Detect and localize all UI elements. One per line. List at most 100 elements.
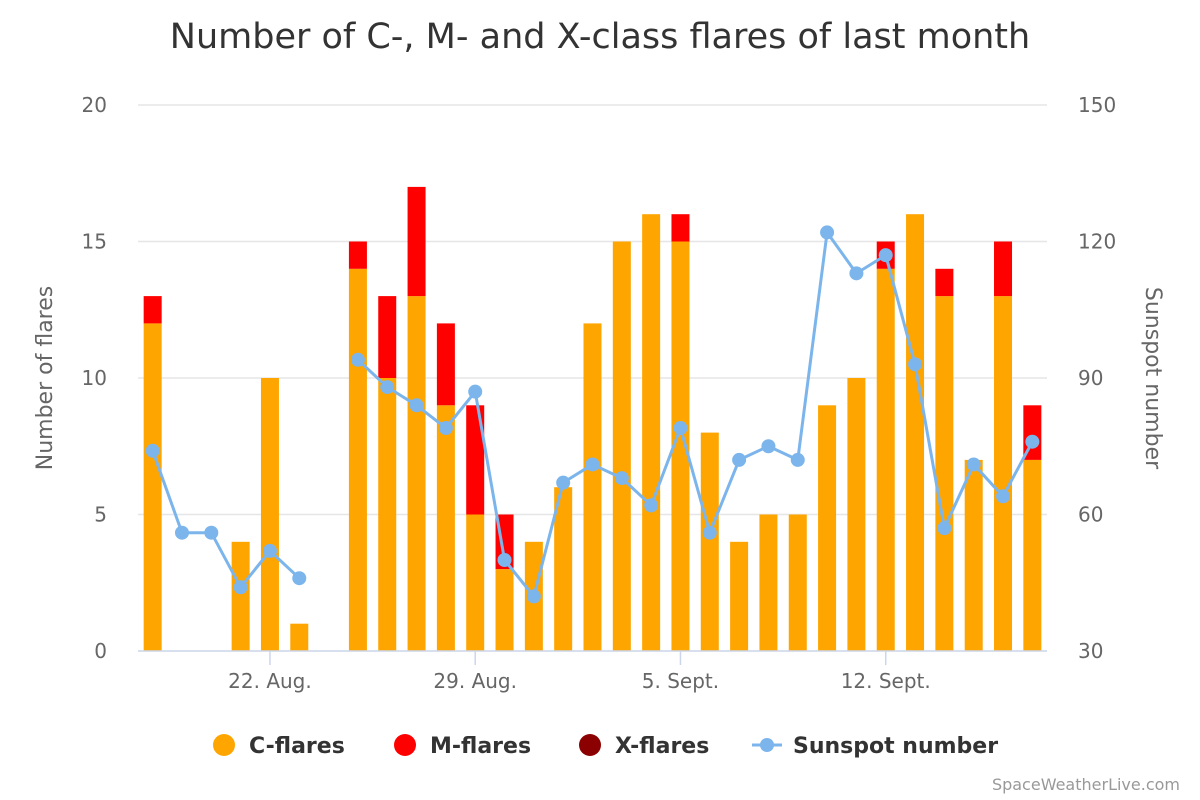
- bar-c-flares[interactable]: [466, 514, 485, 652]
- bar-c-flares[interactable]: [143, 323, 162, 651]
- sunspot-point[interactable]: [262, 543, 277, 558]
- right-tick-label: 60: [1078, 503, 1103, 527]
- bar-c-flares[interactable]: [260, 378, 279, 651]
- bar-c-flares[interactable]: [407, 296, 426, 651]
- bar-m-flares[interactable]: [348, 241, 367, 269]
- legend-marker-icon: [579, 734, 601, 756]
- sunspot-point[interactable]: [380, 380, 395, 395]
- bar-c-flares[interactable]: [935, 296, 954, 651]
- sunspot-point[interactable]: [438, 421, 453, 436]
- bar-m-flares[interactable]: [466, 405, 485, 515]
- bar-m-flares[interactable]: [378, 296, 397, 378]
- bar-series: [143, 186, 1042, 652]
- left-tick-label: 20: [82, 93, 107, 117]
- right-tick-label: 150: [1078, 93, 1116, 117]
- bar-c-flares[interactable]: [671, 241, 690, 652]
- x-tick-label: 5. Sept.: [642, 669, 719, 693]
- bar-m-flares[interactable]: [143, 296, 162, 324]
- legend-label: Sunspot number: [793, 734, 998, 759]
- legend-label: M-flares: [430, 734, 531, 759]
- legend-item-m-flares[interactable]: M-flares: [394, 734, 531, 759]
- legend-item-x-flares[interactable]: X-flares: [579, 734, 709, 759]
- sunspot-line-series: [145, 225, 1040, 604]
- bar-c-flares[interactable]: [730, 541, 749, 651]
- left-axis-title: Number of flares: [33, 286, 58, 470]
- bar-m-flares[interactable]: [436, 323, 455, 406]
- left-tick-label: 0: [94, 639, 107, 663]
- legend-marker-icon: [760, 738, 774, 752]
- bar-c-flares[interactable]: [583, 323, 602, 651]
- sunspot-point[interactable]: [878, 248, 893, 263]
- bar-m-flares[interactable]: [994, 241, 1013, 297]
- sunspot-point[interactable]: [556, 475, 571, 490]
- sunspot-point[interactable]: [409, 398, 424, 413]
- bar-c-flares[interactable]: [906, 214, 925, 651]
- bar-c-flares[interactable]: [231, 541, 250, 651]
- sunspot-point[interactable]: [145, 443, 160, 458]
- sunspot-point[interactable]: [174, 525, 189, 540]
- sunspot-point[interactable]: [1025, 434, 1040, 449]
- legend-item-c-flares[interactable]: C-flares: [213, 734, 345, 759]
- sunspot-point[interactable]: [233, 580, 248, 595]
- left-tick-label: 5: [94, 503, 107, 527]
- x-tick-label: 29. Aug.: [433, 669, 517, 693]
- sunspot-point[interactable]: [732, 452, 747, 467]
- sunspot-point[interactable]: [937, 521, 952, 536]
- bar-c-flares[interactable]: [612, 241, 631, 652]
- bar-c-flares[interactable]: [759, 514, 778, 652]
- sunspot-point[interactable]: [966, 457, 981, 472]
- bar-c-flares[interactable]: [994, 296, 1013, 651]
- bar-c-flares[interactable]: [818, 405, 837, 651]
- bar-c-flares[interactable]: [495, 569, 514, 651]
- bar-c-flares[interactable]: [847, 378, 866, 651]
- bar-c-flares[interactable]: [788, 514, 807, 652]
- left-tick-label: 10: [82, 366, 107, 390]
- sunspot-point[interactable]: [292, 571, 307, 586]
- sunspot-point[interactable]: [702, 525, 717, 540]
- right-tick-label: 120: [1078, 230, 1116, 254]
- bar-m-flares[interactable]: [671, 214, 690, 242]
- bar-c-flares[interactable]: [290, 623, 309, 651]
- sunspot-point[interactable]: [790, 452, 805, 467]
- sunspot-point[interactable]: [526, 589, 541, 604]
- bar-c-flares[interactable]: [554, 487, 573, 651]
- bar-c-flares[interactable]: [348, 268, 367, 651]
- x-tick-label: 12. Sept.: [841, 669, 931, 693]
- sunspot-point[interactable]: [644, 498, 659, 513]
- right-axis-title: Sunspot number: [1140, 287, 1165, 470]
- sunspot-point[interactable]: [497, 553, 512, 567]
- right-tick-label: 30: [1078, 639, 1103, 663]
- x-tick-label: 22. Aug.: [228, 669, 312, 693]
- sunspot-point[interactable]: [761, 439, 776, 454]
- bar-c-flares[interactable]: [876, 268, 895, 651]
- credit-text[interactable]: SpaceWeatherLive.com: [992, 775, 1180, 794]
- bar-c-flares[interactable]: [700, 432, 719, 651]
- sunspot-point[interactable]: [350, 352, 365, 367]
- sunspot-point[interactable]: [908, 357, 923, 372]
- bar-m-flares[interactable]: [935, 268, 954, 297]
- sunspot-point[interactable]: [673, 421, 688, 436]
- sunspot-point[interactable]: [614, 471, 629, 486]
- sunspot-point[interactable]: [849, 266, 864, 281]
- bar-c-flares[interactable]: [642, 214, 661, 651]
- legend-item-sunspot-number[interactable]: Sunspot number: [752, 734, 998, 759]
- bar-c-flares[interactable]: [964, 459, 983, 651]
- sunspot-point[interactable]: [585, 457, 600, 472]
- legend-marker-icon: [394, 734, 416, 756]
- legend-label: C-flares: [249, 734, 345, 759]
- axes: 0 5 10 15 20 30 60 90 120 150 22. Aug. 29. Aug. 5. S…: [82, 93, 1117, 693]
- sunspot-point[interactable]: [204, 525, 219, 540]
- bar-c-flares[interactable]: [1023, 459, 1042, 651]
- bar-m-flares[interactable]: [407, 186, 426, 297]
- bar-c-flares[interactable]: [436, 405, 455, 651]
- sunspot-point[interactable]: [996, 489, 1011, 504]
- sunspot-point[interactable]: [820, 225, 835, 240]
- chart-title: Number of C-, M- and X-class flares of l…: [170, 17, 1030, 57]
- right-tick-label: 90: [1078, 366, 1103, 390]
- bar-c-flares[interactable]: [378, 378, 397, 651]
- sunspot-point[interactable]: [468, 384, 483, 399]
- legend: C-flares M-flares X-flares Sunspot number: [213, 734, 998, 759]
- legend-marker-icon: [213, 734, 235, 756]
- left-tick-label: 15: [82, 230, 107, 254]
